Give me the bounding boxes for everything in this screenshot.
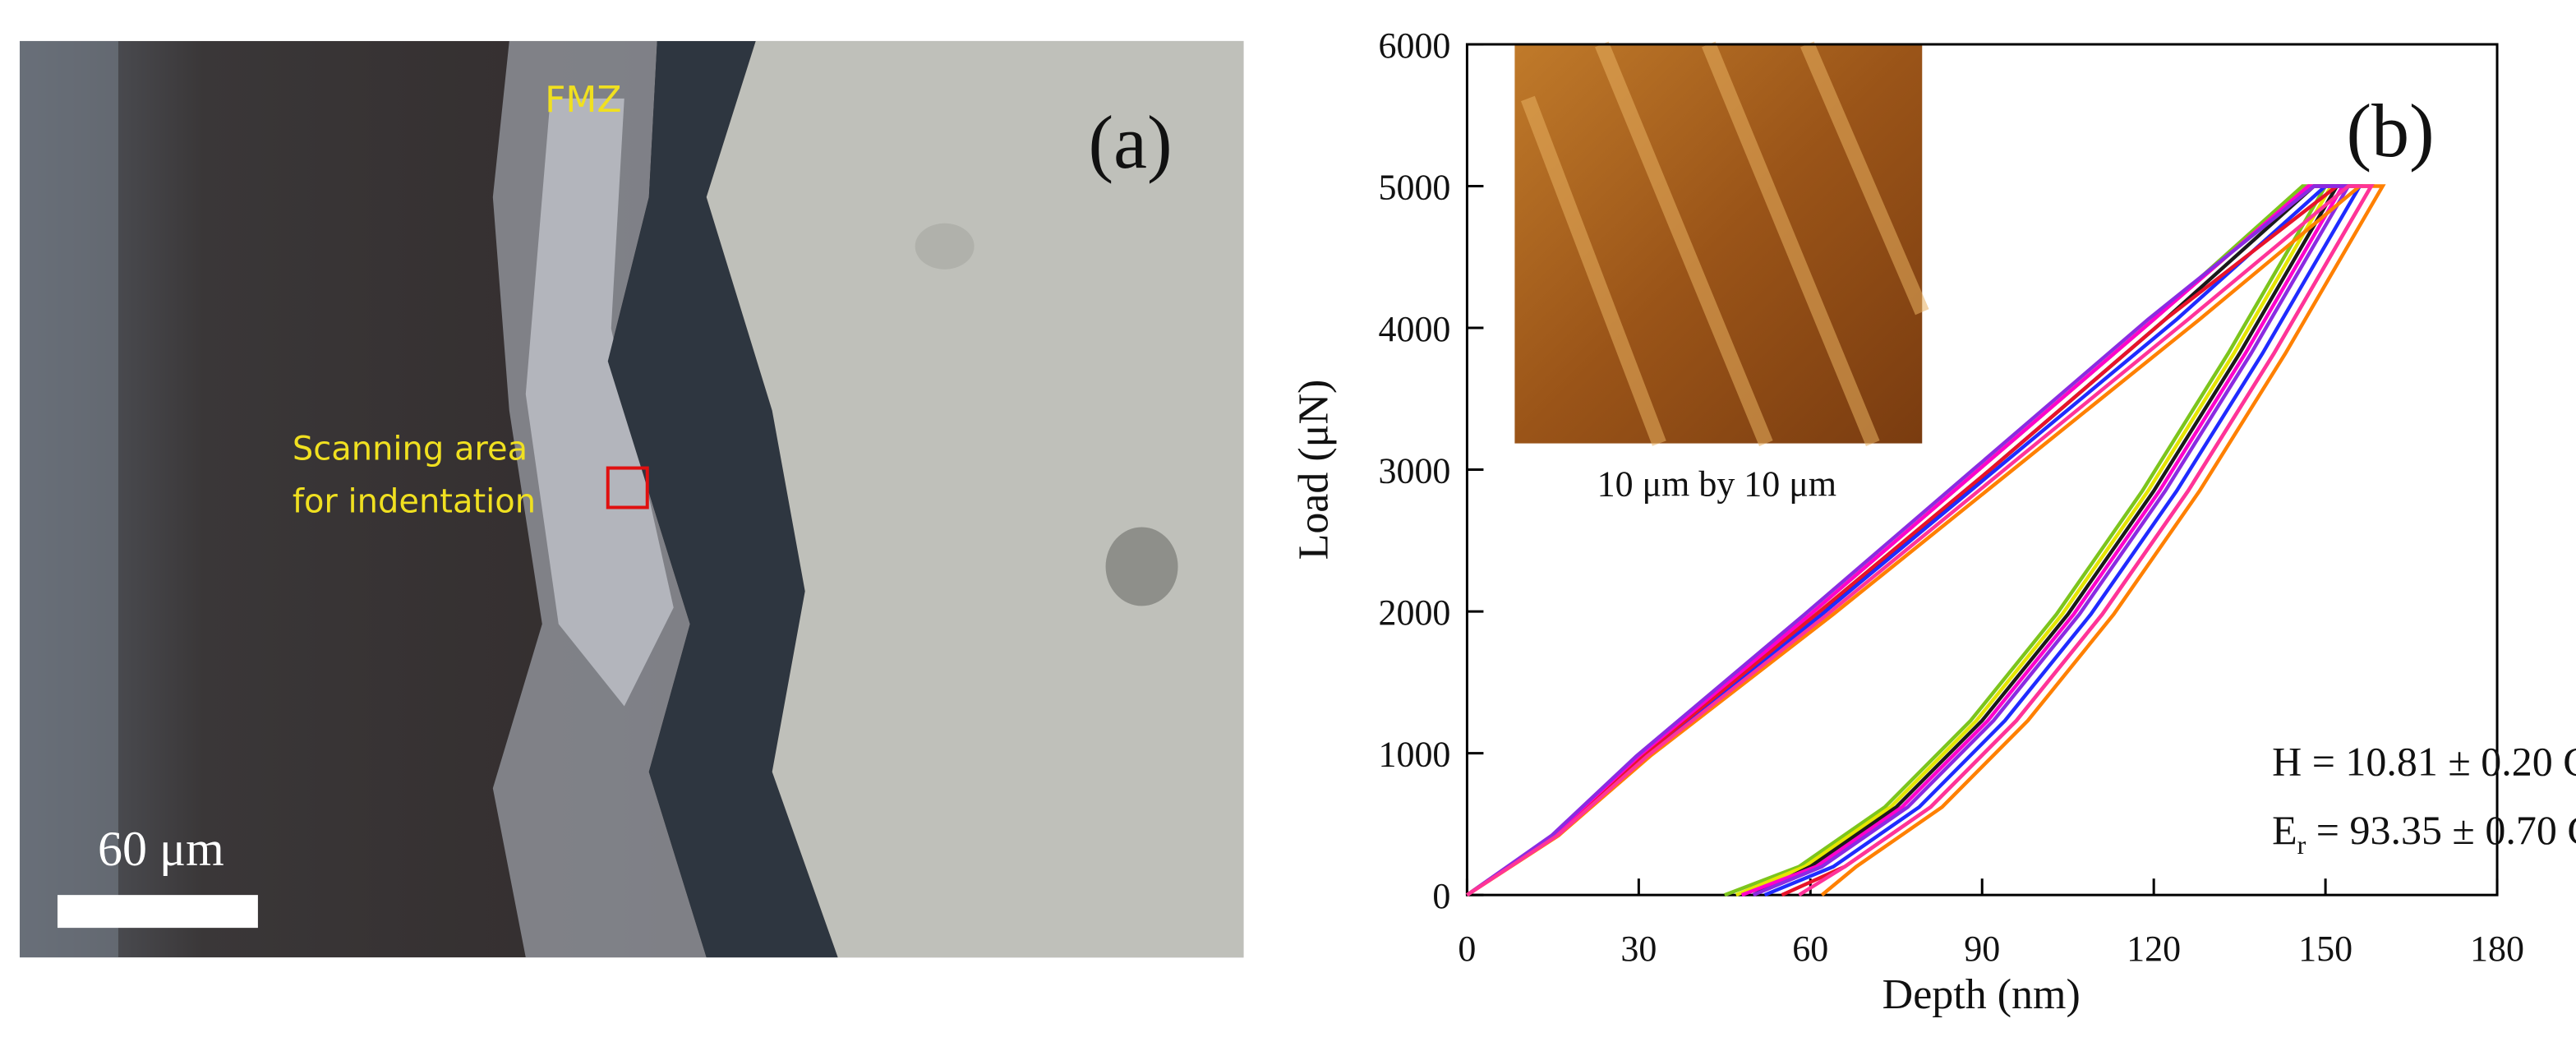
- x-axis-label: Depth (nm): [1882, 971, 2081, 1018]
- inset-caption: 10 μm by 10 μm: [1597, 464, 1836, 505]
- chart: 10 μm by 10 μm (b) Depth (nm) Load (μN) …: [1290, 25, 2576, 1018]
- annotation-main: E: [2272, 807, 2297, 853]
- micrograph: [19, 40, 1244, 958]
- load-curve: [1466, 184, 2375, 897]
- y-tick-label: 3000: [1378, 451, 1450, 491]
- x-tick-label: 180: [2470, 929, 2524, 969]
- x-tick-label: 0: [1458, 929, 1476, 969]
- scan-note: for indentation: [293, 483, 536, 521]
- annotation-rest: = 93.35 ± 0.70 GPa: [2306, 807, 2576, 853]
- load-curve: [1466, 184, 2386, 897]
- y-tick-label: 5000: [1378, 167, 1450, 207]
- y-tick-label: 4000: [1378, 309, 1450, 349]
- panel-label: (a): [1089, 100, 1173, 184]
- x-tick-label: 60: [1792, 929, 1828, 969]
- y-tick-label: 2000: [1378, 592, 1450, 633]
- y-tick-label: 6000: [1378, 25, 1450, 66]
- x-tick-label: 30: [1620, 929, 1657, 969]
- zone-label: FMZ: [545, 79, 621, 121]
- annotation-subscript: r: [2297, 831, 2306, 860]
- scan-note: Scanning area: [293, 431, 528, 468]
- x-tick-label: 150: [2298, 929, 2353, 969]
- inset-texture: [1520, 41, 1929, 447]
- annotation: H = 10.81 ± 0.20 GPa: [2272, 738, 2576, 784]
- annotation: Er = 93.35 ± 0.70 GPa: [2272, 807, 2576, 860]
- y-axis-label: Load (μN): [1290, 380, 1337, 560]
- scale-bar-label: 60 μm: [98, 822, 224, 876]
- x-tick-label: 120: [2127, 929, 2181, 969]
- x-tick-label: 90: [1964, 929, 2000, 969]
- y-tick-label: 0: [1432, 876, 1450, 916]
- panel-label: (b): [2346, 89, 2434, 173]
- y-tick-label: 1000: [1378, 735, 1450, 775]
